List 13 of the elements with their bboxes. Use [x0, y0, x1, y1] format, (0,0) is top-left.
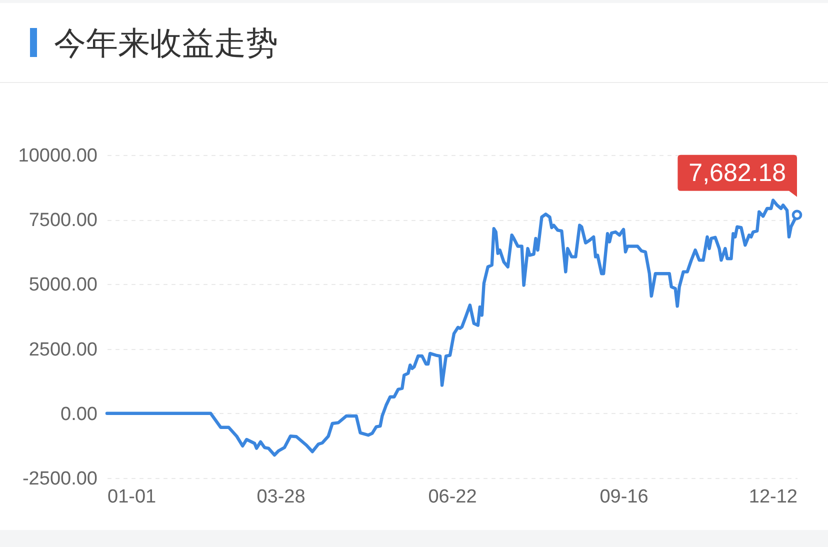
x-tick-label: 06-22: [428, 486, 477, 508]
chart-title: 今年来收益走势: [54, 24, 278, 62]
x-tick-label: 01-01: [108, 486, 156, 508]
y-tick-label: 10000.00: [18, 146, 98, 166]
x-tick-label: 03-28: [256, 486, 306, 508]
y-tick-label: -2500.00: [22, 468, 98, 490]
annotation: 7,682.18: [688, 158, 786, 187]
y-tick-label: 0.00: [60, 404, 98, 425]
x-tick-label: 09-16: [600, 486, 648, 508]
y-tick-label: 2500.00: [28, 339, 98, 360]
x-tick-label: 12-12: [748, 486, 798, 508]
y-tick-label: 5000.00: [28, 274, 98, 296]
y-tick-label: 7500.00: [28, 210, 98, 232]
